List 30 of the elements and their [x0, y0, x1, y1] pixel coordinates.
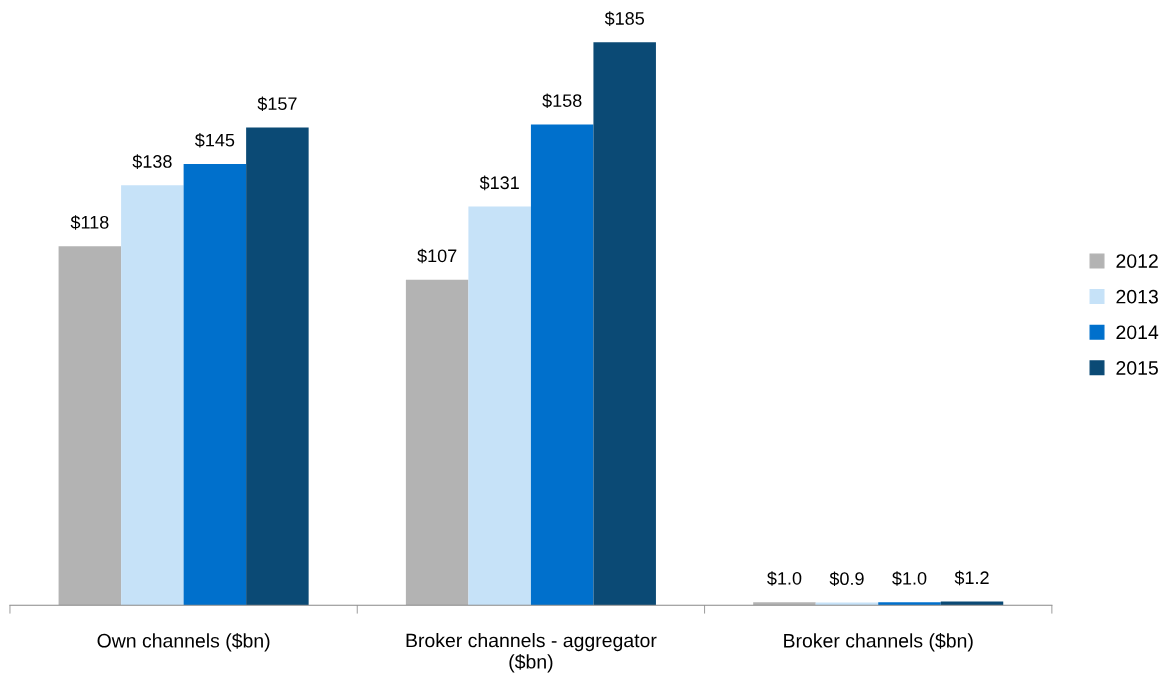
data-label: $1.2 — [954, 570, 989, 586]
data-label: $138 — [132, 154, 172, 169]
legend-label: 2013 — [1116, 289, 1158, 304]
bar — [753, 602, 816, 606]
legend-label: 2015 — [1116, 361, 1158, 375]
x-tick-label: Broker channels ($bn) — [784, 633, 973, 652]
x-tick-label: Broker channels - aggregator ($bn) — [406, 633, 657, 673]
data-label: $145 — [194, 133, 235, 148]
data-label: $107 — [417, 248, 457, 264]
bar — [878, 602, 941, 606]
bar — [58, 246, 122, 606]
bar — [815, 602, 879, 606]
data-label: $118 — [70, 215, 109, 230]
data-label: $185 — [604, 11, 645, 26]
bar — [121, 185, 184, 606]
data-label: $1.0 — [767, 571, 802, 586]
data-label: $131 — [479, 175, 519, 191]
data-label: $0.9 — [829, 571, 864, 587]
bar — [246, 127, 309, 606]
data-label: $157 — [257, 96, 297, 112]
bar — [468, 206, 531, 606]
legend-label: 2012 — [1116, 254, 1158, 268]
x-tick-label: Own channels ($bn) — [97, 633, 270, 652]
bar — [183, 164, 247, 606]
data-label: $158 — [542, 93, 582, 109]
bar — [593, 42, 656, 606]
legend-label: 2014 — [1116, 325, 1159, 340]
bar — [530, 124, 594, 606]
bar — [405, 279, 469, 606]
data-label: $1.0 — [892, 571, 927, 586]
